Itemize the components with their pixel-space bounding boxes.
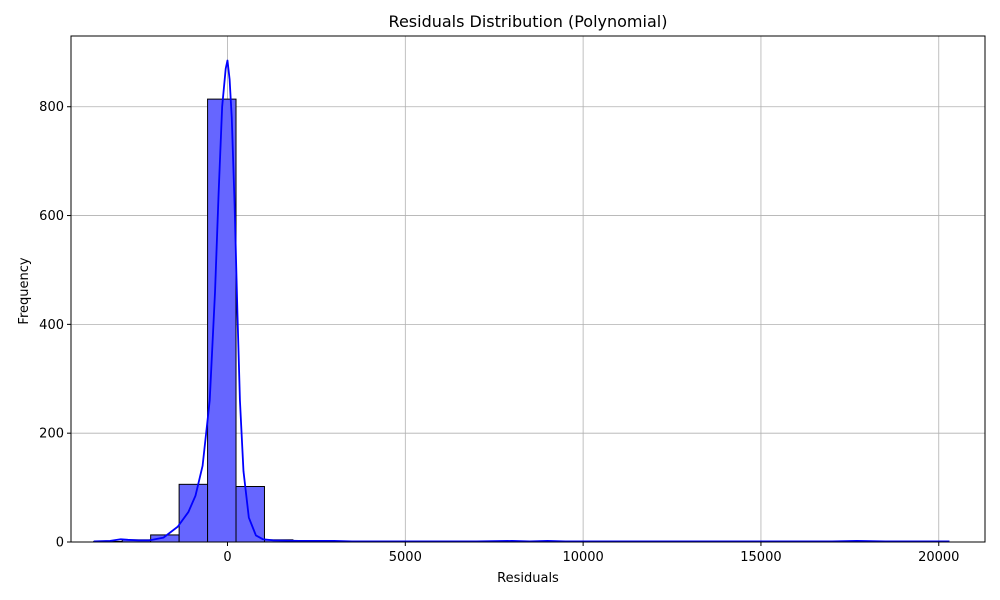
histogram-bar — [178, 483, 209, 543]
y-tick-label: 400 — [39, 318, 64, 333]
y-axis-label: Frequency — [17, 257, 32, 324]
chart-title: Residuals Distribution (Polynomial) — [389, 12, 668, 31]
x-tick-label: 20000 — [918, 550, 959, 565]
axes-frame — [70, 35, 986, 543]
y-tick-label: 800 — [39, 100, 64, 115]
y-axis-ticks: 0 200 400 600 800 — [39, 100, 71, 551]
y-tick-label: 0 — [56, 536, 64, 551]
histogram-bar — [235, 486, 265, 543]
x-tick-label: 5000 — [389, 550, 422, 565]
histogram-bars — [93, 98, 948, 543]
x-axis-ticks: 0 5000 10000 15000 20000 — [223, 542, 959, 565]
y-tick-label: 200 — [39, 427, 64, 442]
histogram-bar — [207, 98, 237, 543]
x-tick-label: 10000 — [562, 550, 603, 565]
kde-curve — [93, 59, 950, 543]
kde-curve-layer — [93, 59, 950, 543]
x-tick-label: 0 — [223, 550, 231, 565]
y-tick-label: 600 — [39, 209, 64, 224]
x-tick-label: 15000 — [740, 550, 781, 565]
x-axis-label: Residuals — [497, 571, 559, 586]
